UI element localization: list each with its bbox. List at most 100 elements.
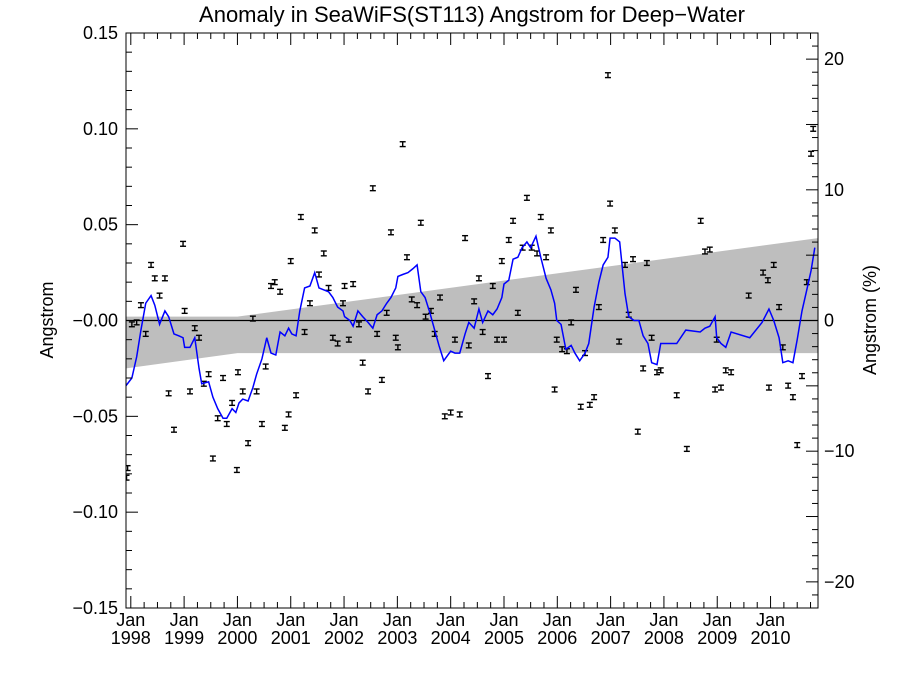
data-point (209, 455, 216, 462)
data-point (387, 229, 394, 236)
x-tick-label-year: 2004 (431, 628, 471, 648)
data-point (706, 246, 713, 253)
data-point (471, 298, 478, 305)
data-point (403, 254, 410, 261)
y-right-tick-label: 20 (824, 49, 844, 69)
data-point (233, 466, 240, 474)
data-point (643, 259, 650, 267)
y-tick-label: −0.15 (72, 598, 118, 618)
plot-area (126, 72, 818, 481)
data-point (301, 328, 308, 336)
x-tick-label-month: Jan (543, 610, 572, 630)
data-point (392, 334, 399, 341)
data-point (728, 369, 735, 376)
data-point (437, 294, 444, 301)
data-point (151, 275, 158, 282)
data-point (441, 413, 448, 420)
data-point (510, 217, 517, 224)
data-point (479, 328, 486, 336)
data-point (355, 321, 362, 328)
data-point (170, 426, 177, 433)
data-point (505, 236, 512, 244)
data-point (374, 330, 381, 338)
data-point (148, 261, 155, 269)
data-point (315, 271, 322, 278)
data-point (277, 288, 284, 295)
data-point (234, 369, 241, 376)
data-point (334, 340, 341, 347)
data-point (701, 248, 708, 255)
data-point (258, 420, 265, 428)
data-point (648, 334, 655, 341)
data-point (600, 236, 607, 244)
y-tick-label: −0.05 (72, 406, 118, 426)
plot-content (126, 72, 818, 481)
data-point (653, 369, 660, 376)
data-point (537, 213, 544, 221)
data-point (399, 141, 406, 148)
data-point (369, 185, 376, 192)
data-point (607, 200, 614, 207)
data-point (760, 269, 767, 276)
data-point (239, 388, 246, 395)
data-point (126, 474, 130, 481)
data-point (128, 321, 135, 328)
y-tick-label: 0.10 (83, 119, 118, 139)
y-tick-label: −0.00 (72, 311, 118, 331)
data-point (191, 325, 198, 332)
x-tick-label-year: 2007 (591, 628, 631, 648)
x-tick-label-month: Jan (756, 610, 785, 630)
y-tick-label: 0.05 (83, 215, 118, 235)
data-point (794, 441, 801, 449)
data-point (683, 445, 690, 453)
x-tick-label-year: 1999 (164, 628, 204, 648)
data-point (494, 336, 501, 343)
x-tick-label-year: 2000 (217, 628, 257, 648)
data-point (451, 336, 458, 343)
y-tick-label: 0.15 (83, 23, 118, 43)
data-point (765, 384, 772, 391)
data-point (572, 286, 579, 293)
data-point (498, 257, 505, 265)
x-tick-label-year: 2008 (644, 628, 684, 648)
data-point (271, 279, 278, 286)
data-point (604, 72, 611, 79)
x-tick-label-year: 1998 (111, 628, 151, 648)
x-tick-label-month: Jan (116, 610, 145, 630)
data-point (489, 282, 496, 290)
data-point (161, 275, 168, 282)
x-tick-label-year: 2003 (377, 628, 417, 648)
x-tick-label-month: Jan (223, 610, 252, 630)
y-right-tick-label: −20 (824, 572, 855, 592)
x-tick-label-year: 2002 (324, 628, 364, 648)
data-point (616, 338, 623, 345)
data-point (657, 367, 664, 374)
x-tick-label-month: Jan (596, 610, 625, 630)
data-point (712, 386, 719, 393)
data-point (475, 275, 482, 282)
data-point (253, 388, 260, 395)
data-point (586, 401, 593, 408)
data-point (311, 227, 318, 234)
data-point (325, 284, 332, 292)
data-point (523, 194, 530, 201)
data-point (297, 213, 304, 221)
data-point (339, 300, 346, 307)
x-tick-label-month: Jan (170, 610, 199, 630)
data-point (414, 302, 421, 309)
data-point (359, 359, 366, 366)
y-tick-label: −0.10 (72, 502, 118, 522)
x-tick-label-month: Jan (383, 610, 412, 630)
data-point (293, 392, 300, 399)
data-point (408, 296, 415, 303)
data-point (180, 240, 187, 247)
data-point (156, 292, 163, 299)
x-tick-label-month: Jan (489, 610, 518, 630)
y-right-tick-label: −10 (824, 441, 855, 461)
axes: Jan1998Jan1999Jan2000Jan2001Jan2002Jan20… (72, 23, 854, 648)
data-point (770, 261, 777, 269)
data-point (329, 334, 336, 341)
data-point (341, 282, 348, 290)
data-point (810, 125, 817, 132)
